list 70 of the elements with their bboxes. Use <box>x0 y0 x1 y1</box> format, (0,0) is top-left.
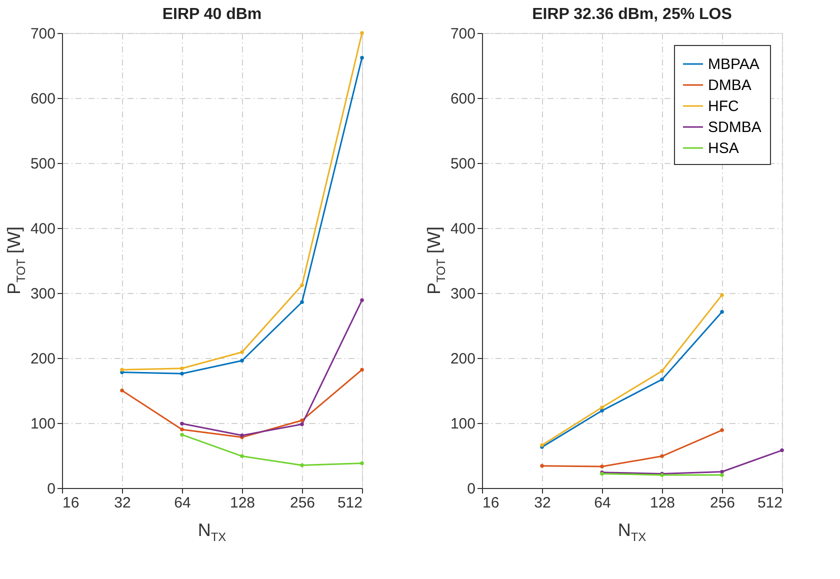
legend-label: SDMBA <box>708 119 762 136</box>
point <box>300 463 304 468</box>
point <box>660 378 664 382</box>
point <box>180 422 184 426</box>
y-tick-label: 300 <box>450 286 476 302</box>
chart-title: EIRP 32.36 dBm, 25% LOS <box>532 6 732 23</box>
point <box>360 56 364 60</box>
point <box>300 283 304 288</box>
point <box>120 368 124 372</box>
point <box>360 31 364 35</box>
y-tick-label: 700 <box>450 26 476 42</box>
y-tick-label: 0 <box>47 480 56 498</box>
y-tick-label: 200 <box>30 350 56 368</box>
x-tick-label: 512 <box>757 494 782 512</box>
point <box>300 422 304 426</box>
point <box>240 454 244 458</box>
point <box>720 470 724 474</box>
x-tick-label: 512 <box>337 494 362 512</box>
point <box>660 369 664 373</box>
y-axis-title: PTOT [W] <box>424 226 448 295</box>
x-tick-label: 64 <box>594 494 611 512</box>
y-tick-label: 400 <box>30 220 56 238</box>
y-tick-label: 500 <box>450 156 476 172</box>
y-tick-label: 100 <box>450 416 476 432</box>
x-tick-label: 128 <box>230 494 256 512</box>
x-tick-label: 32 <box>534 494 551 512</box>
chart-title: EIRP 40 dBm <box>162 6 262 23</box>
x-tick-label: 256 <box>290 494 316 512</box>
point <box>540 464 544 468</box>
point <box>720 473 724 477</box>
y-tick-label: 600 <box>450 90 476 108</box>
point <box>240 350 244 354</box>
y-tick-label: 400 <box>450 220 476 238</box>
point <box>180 372 184 376</box>
legend-label: HFC <box>708 98 739 115</box>
y-tick-label: 100 <box>30 416 56 432</box>
y-tick-label: 600 <box>30 90 56 108</box>
x-tick-label: 128 <box>650 494 676 512</box>
point <box>300 300 304 304</box>
legend-label: DMBA <box>708 77 752 94</box>
x-tick-label: 32 <box>114 494 131 512</box>
y-tick-label: 500 <box>30 156 56 172</box>
point <box>360 368 364 372</box>
legend-label: HSA <box>708 140 739 157</box>
point <box>600 408 604 413</box>
y-tick-label: 700 <box>30 26 56 42</box>
point <box>600 406 604 410</box>
x-tick-label: 16 <box>482 494 500 512</box>
point <box>720 310 724 314</box>
point <box>180 428 184 432</box>
y-axis-title: PTOT [W] <box>4 226 28 295</box>
x-tick-label: 16 <box>62 494 80 512</box>
point <box>360 298 364 302</box>
y-tick-label: 0 <box>467 480 476 498</box>
point <box>360 461 364 466</box>
point <box>660 454 664 458</box>
point <box>120 388 124 392</box>
point <box>180 432 184 437</box>
point <box>180 366 184 370</box>
point <box>600 464 604 468</box>
point <box>720 293 724 297</box>
y-tick-label: 200 <box>450 350 476 368</box>
point <box>780 448 784 452</box>
point <box>720 428 724 432</box>
x-tick-label: 256 <box>710 494 736 512</box>
legend-label: MBPAA <box>708 56 760 73</box>
x-tick-label: 64 <box>174 494 191 512</box>
y-tick-label: 300 <box>30 286 56 302</box>
point <box>300 418 304 422</box>
point <box>240 358 244 362</box>
